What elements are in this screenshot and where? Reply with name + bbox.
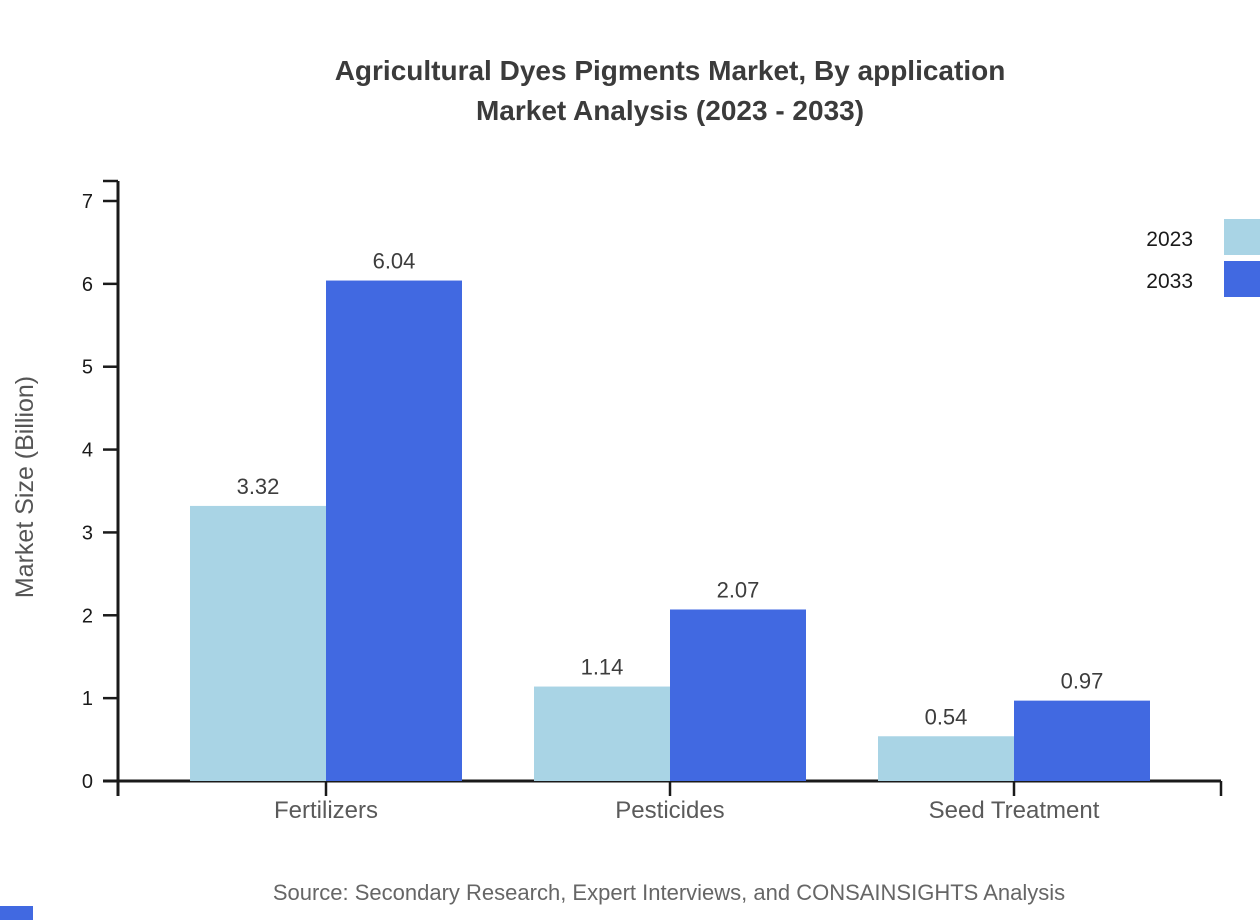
y-tick-label: 6: [82, 274, 93, 296]
y-tick-label: 5: [82, 357, 93, 379]
brand-mark: [0, 906, 33, 920]
y-tick-label: 4: [82, 440, 93, 462]
x-category-label: Seed Treatment: [929, 797, 1100, 824]
bar-2023-fertilizers: [190, 505, 326, 781]
legend-label-2033: 2033: [1146, 270, 1193, 293]
source-note: Source: Secondary Research, Expert Inter…: [273, 880, 1065, 905]
bar-value-label: 0.54: [925, 704, 968, 729]
bar-value-label: 1.14: [581, 655, 624, 680]
bar-value-label: 3.32: [237, 474, 280, 499]
legend-swatch-2033: [1224, 261, 1260, 297]
bar-2023-pesticides: [534, 686, 670, 781]
x-ticks-group: Fertilizers Pesticides Seed Treatment: [274, 781, 1100, 824]
bar-value-label: 2.07: [717, 577, 760, 602]
y-tick-label: 2: [82, 605, 93, 627]
y-tick-label: 7: [82, 191, 93, 213]
y-tick-label: 0: [82, 771, 93, 793]
bar-value-label: 6.04: [373, 249, 416, 274]
x-category-label: Fertilizers: [274, 797, 378, 824]
bar-2033-pesticides: [670, 609, 806, 781]
bar-2033-seed-treatment: [1014, 700, 1150, 781]
bar-2033-fertilizers: [326, 280, 462, 781]
y-ticks-group: 0 1 2 3 4 5 6 7: [82, 191, 118, 793]
y-axis-title: Market Size (Billion): [11, 376, 39, 598]
chart-title-line2: Market Analysis (2023 - 2033): [476, 95, 864, 126]
value-labels-group: 3.32 1.14 0.54 6.04 2.07 0.97: [237, 249, 1104, 730]
legend-label-2023: 2023: [1146, 228, 1193, 251]
bar-2023-seed-treatment: [878, 736, 1014, 781]
bar-value-label: 0.97: [1061, 669, 1104, 694]
bars-group: [190, 280, 1150, 781]
y-tick-label: 3: [82, 522, 93, 544]
x-category-label: Pesticides: [615, 797, 724, 824]
chart-title-line1: Agricultural Dyes Pigments Market, By ap…: [335, 55, 1006, 86]
legend-swatch-2023: [1224, 219, 1260, 255]
y-tick-label: 1: [82, 688, 93, 710]
legend: 2023 2033: [1146, 219, 1260, 297]
